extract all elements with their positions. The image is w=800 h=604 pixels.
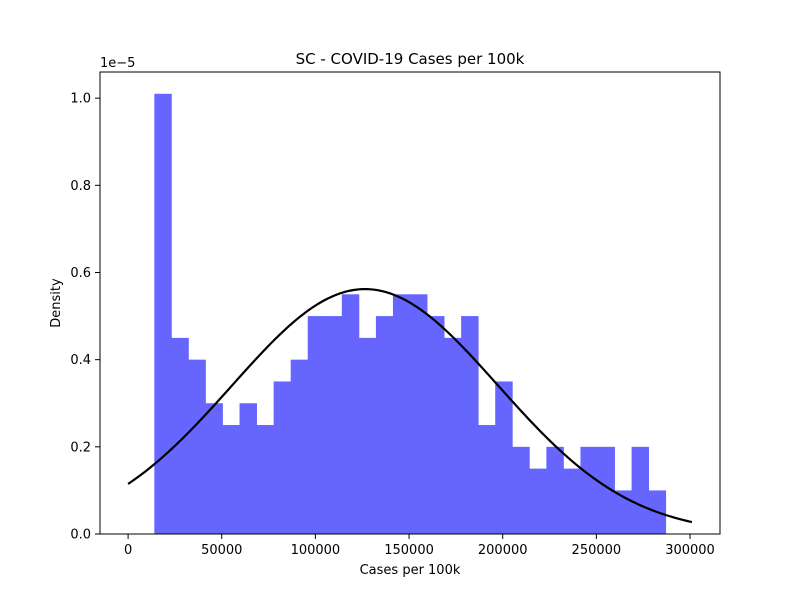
histogram-bar [341,294,360,534]
histogram-bar [546,446,564,534]
histogram-bar [461,316,479,534]
histogram-bar [427,316,445,534]
histogram-bar [188,359,206,534]
histogram-bar [171,337,189,534]
chart-title: SC - COVID-19 Cases per 100k [296,50,525,68]
histogram-bar [529,468,547,534]
y-tick-label: 0.8 [70,179,91,194]
histogram-bar [290,359,309,534]
histogram-bar [597,446,615,534]
histogram-bar [205,403,223,534]
x-axis-label: Cases per 100k [360,563,461,578]
x-tick-label: 150000 [384,543,434,558]
y-tick-label: 0.4 [70,353,91,368]
histogram-bar [410,294,428,534]
x-tick-label: 250000 [572,543,622,558]
histogram-bar [222,425,240,534]
histogram-bar [631,446,650,534]
plot-area-frame [99,71,721,535]
x-tick-label: 50000 [201,543,242,558]
histogram-bar [563,468,581,534]
y-tick-label: 0.2 [70,440,91,455]
normal-fit-curve [127,287,693,524]
y-offset-label: 1e−5 [100,56,135,71]
histogram-bar [375,316,394,534]
histogram-bar [478,425,496,534]
histogram-bar [324,316,343,534]
histogram-bars [154,93,667,534]
histogram-bar [614,490,632,534]
x-tick-label: 300000 [665,543,715,558]
histogram-bar [154,93,172,534]
y-tick-label: 0.6 [70,266,91,281]
histogram-bar [307,316,326,534]
y-axis-label: Density [49,278,64,328]
histogram-bar [495,381,513,534]
y-tick-label: 0.0 [70,528,91,543]
histogram-bar [392,294,411,534]
x-tick-label: 100000 [291,543,341,558]
histogram-bar [358,337,377,534]
x-axis-ticks: 0 50000 100000 150000 200000 250000 300000 [124,534,715,558]
y-axis-ticks: 0.0 0.2 0.4 0.6 0.8 1.0 [70,92,100,543]
histogram-bar [444,337,462,534]
histogram-bar [273,381,292,534]
histogram-bar [580,446,598,534]
histogram-bar [512,446,530,534]
y-tick-label: 1.0 [70,92,91,107]
histogram-bar [239,403,257,534]
x-tick-label: 0 [124,543,132,558]
x-tick-label: 200000 [478,543,528,558]
histogram-bar [256,425,275,534]
